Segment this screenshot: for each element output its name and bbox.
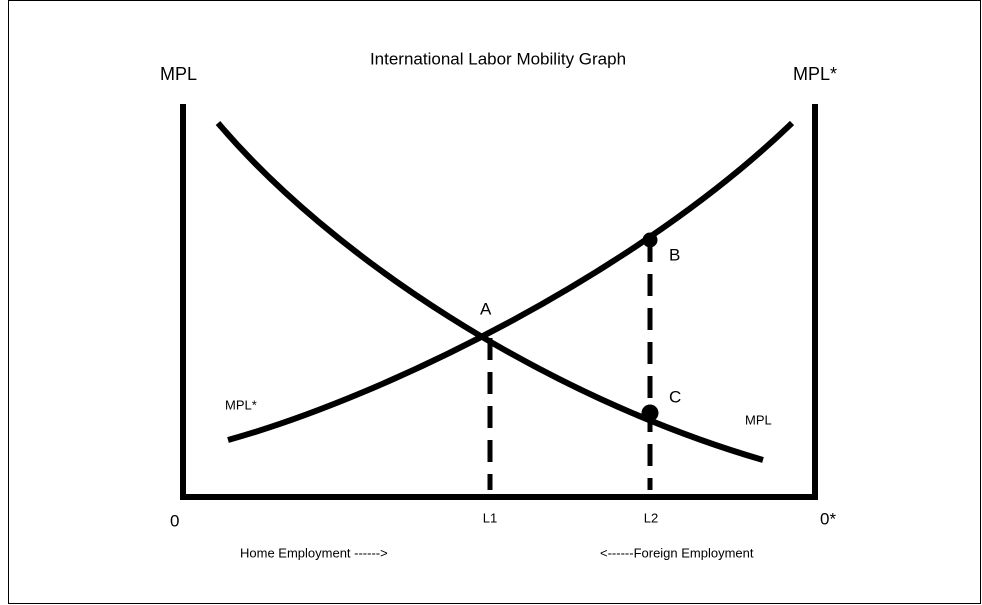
point-c xyxy=(641,404,659,422)
mpl-curve-label: MPL xyxy=(745,412,772,427)
title: International Labor Mobility Graph xyxy=(370,49,626,68)
point-b xyxy=(642,232,658,248)
l1-label: L1 xyxy=(483,510,497,525)
point-a-label: A xyxy=(480,299,492,318)
point-b-label: B xyxy=(669,245,680,264)
left-axis-label: MPL xyxy=(160,64,197,84)
right-axis-label: MPL* xyxy=(793,64,837,84)
l2-label: L2 xyxy=(644,510,658,525)
mpl-star-curve-label: MPL* xyxy=(225,397,257,412)
home-direction: Home Employment ------> xyxy=(240,545,388,560)
foreign-direction: <------Foreign Employment xyxy=(600,545,754,560)
left-origin: 0 xyxy=(170,511,179,530)
point-c-label: C xyxy=(669,387,681,406)
mpl-curve xyxy=(215,121,764,463)
frame xyxy=(8,0,981,604)
right-origin: 0* xyxy=(820,509,836,528)
mpl-star-curve xyxy=(227,120,795,443)
